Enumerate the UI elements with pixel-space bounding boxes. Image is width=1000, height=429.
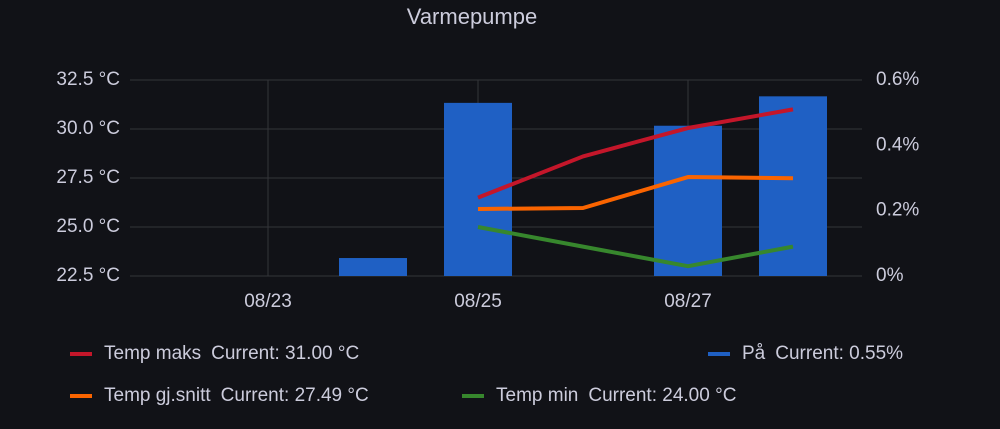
legend-name: Temp maks — [104, 343, 201, 364]
y2-tick-label: 0.6% — [876, 69, 919, 90]
bar — [654, 125, 722, 276]
x-tick-label: 08/25 — [454, 291, 502, 312]
y-tick-label: 22.5 °C — [56, 265, 120, 286]
y-tick-label: 32.5 °C — [56, 69, 120, 90]
legend-current: Current: 0.55% — [775, 343, 903, 364]
legend-name: Temp min — [496, 385, 578, 406]
x-tick-label: 08/27 — [664, 291, 712, 312]
legend-name: På — [742, 343, 766, 364]
y2-tick-label: 0.2% — [876, 200, 919, 221]
y-tick-label: 30.0 °C — [56, 118, 120, 139]
legend-current: Current: 27.49 °C — [221, 385, 369, 406]
labels: 22.5 °C 25.0 °C 27.5 °C 30.0 °C 32.5 °C 0% 0.2… — [56, 69, 919, 406]
y2-tick-label: 0% — [876, 265, 904, 286]
y-tick-label: 27.5 °C — [56, 167, 120, 188]
bar — [759, 96, 827, 276]
legend-name: Temp gj.snitt — [104, 385, 211, 406]
line — [477, 107, 794, 200]
legend-current: Current: 31.00 °C — [211, 343, 359, 364]
panel-title: Varmepumpe — [407, 4, 537, 29]
bars — [339, 96, 827, 276]
legend-entry: Temp gj.snitt Current: 27.49 °C — [104, 385, 369, 406]
legend-current: Current: 24.00 °C — [588, 385, 736, 406]
y2-tick-label: 0.4% — [876, 134, 919, 155]
line — [477, 175, 794, 211]
y-tick-label: 25.0 °C — [56, 216, 120, 237]
lines — [477, 107, 794, 269]
legend-entry: Temp min Current: 24.00 °C — [496, 385, 736, 406]
line — [477, 225, 794, 269]
legend-entry: Temp maks Current: 31.00 °C — [104, 343, 359, 364]
x-tick-label: 08/23 — [244, 291, 292, 312]
bar — [339, 258, 407, 276]
legend-entry: På Current: 0.55% — [742, 343, 903, 364]
